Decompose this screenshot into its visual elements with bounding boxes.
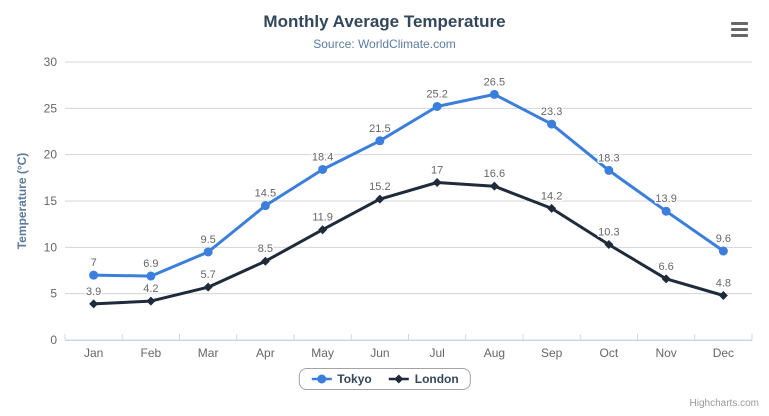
data-label: 16.6	[484, 168, 505, 180]
hamburger-bar	[731, 22, 748, 25]
x-axis-tick-label: Dec	[713, 346, 734, 360]
data-label: 7	[91, 257, 97, 269]
series-london[interactable]: 3.9 4.2 5.7 8.5 11.9 15.2 17 16.6 14.2 10.3 6.6 4.8	[84, 163, 733, 309]
legend-item-london[interactable]: London	[388, 372, 459, 386]
y-axis-tick-label: 0	[50, 333, 57, 347]
data-point-marker[interactable]	[604, 240, 614, 250]
chart-title: Monthly Average Temperature	[263, 12, 506, 31]
data-point-marker[interactable]	[375, 194, 385, 204]
data-point-marker[interactable]	[375, 136, 385, 146]
data-point-marker[interactable]	[318, 164, 328, 174]
data-label: 6.9	[143, 258, 158, 270]
x-axis-tick-label: Jan	[84, 346, 103, 360]
y-axis-tick-label: 10	[44, 240, 58, 254]
data-label: 25.2	[426, 88, 447, 100]
data-label: 9.6	[716, 233, 731, 245]
data-point-marker[interactable]	[260, 201, 270, 211]
data-point-marker[interactable]	[718, 246, 728, 256]
data-label: 5.7	[200, 269, 215, 281]
data-point-marker[interactable]	[203, 247, 213, 257]
data-label: 13.9	[655, 193, 676, 205]
hamburger-bar	[731, 34, 748, 37]
data-label: 18.3	[598, 152, 619, 164]
y-axis-tick-label: 30	[44, 55, 58, 69]
data-point-marker[interactable]	[489, 89, 499, 99]
y-axis-tick-label: 15	[44, 194, 58, 208]
data-label: 23.3	[541, 106, 562, 118]
data-label: 10.3	[598, 227, 619, 239]
x-axis-tick-label: Sep	[541, 346, 563, 360]
data-point-marker[interactable]	[432, 177, 442, 187]
data-label: 18.4	[312, 151, 333, 163]
data-point-marker[interactable]	[489, 181, 499, 191]
chart-subtitle: Source: WorldClimate.com	[313, 37, 456, 51]
data-point-marker[interactable]	[146, 271, 156, 281]
diamond-marker-icon	[388, 374, 409, 384]
data-label: 15.2	[369, 181, 390, 193]
data-label: 14.5	[255, 188, 276, 200]
data-point-marker[interactable]	[260, 256, 270, 266]
legend-item-tokyo[interactable]: Tokyo	[310, 372, 372, 386]
data-label: 8.5	[258, 243, 273, 255]
x-axis-tick-label: May	[311, 346, 334, 360]
data-point-marker[interactable]	[547, 203, 557, 213]
data-point-marker[interactable]	[718, 291, 728, 301]
data-point-marker[interactable]	[89, 299, 99, 309]
data-point-marker[interactable]	[661, 206, 671, 216]
x-axis-tick-label: Oct	[600, 346, 619, 360]
x-axis-tick-label: Jun	[370, 346, 389, 360]
data-point-marker[interactable]	[89, 270, 99, 280]
legend-label: London	[414, 372, 459, 386]
y-axis-tick-label: 20	[44, 148, 58, 162]
y-axis-tick-label: 25	[44, 101, 58, 115]
data-label: 21.5	[369, 123, 390, 135]
hamburger-bar	[731, 28, 748, 31]
y-axis-tick-label: 5	[50, 287, 57, 301]
data-label: 4.2	[143, 283, 158, 295]
circle-marker-icon	[311, 374, 332, 384]
x-axis-tick-label: Aug	[484, 346, 505, 360]
data-point-marker[interactable]	[432, 101, 442, 111]
x-axis-tick-label: Feb	[141, 346, 162, 360]
data-label: 14.2	[541, 190, 562, 202]
hamburger-menu-icon[interactable]	[731, 22, 748, 37]
data-label: 11.9	[312, 212, 333, 224]
data-point-marker[interactable]	[661, 274, 671, 284]
data-label: 26.5	[484, 76, 505, 88]
data-label: 3.9	[86, 286, 101, 298]
data-label: 6.6	[658, 261, 673, 273]
data-point-marker[interactable]	[318, 225, 328, 235]
data-label: 4.8	[716, 278, 731, 290]
data-label: 17	[431, 164, 443, 176]
legend: Tokyo London	[298, 368, 471, 390]
x-axis-tick-label: Jul	[429, 346, 444, 360]
data-point-marker[interactable]	[203, 282, 213, 292]
x-axis-tick-label: Apr	[256, 346, 275, 360]
x-axis-tick-label: Mar	[198, 346, 219, 360]
y-axis-labels: 0 5 10 15 20 25 30	[44, 55, 58, 347]
series-tokyo[interactable]: 7 6.9 9.5 14.5 18.4 21.5 25.2 26.5 23.3 18.3 13.9 9…	[89, 75, 733, 281]
data-label: 9.5	[200, 234, 215, 246]
x-axis-tick-label: Nov	[655, 346, 676, 360]
x-axis: Jan Feb Mar Apr May Jun Jul Aug Sep Oct Nov Dec	[64, 334, 753, 360]
data-point-marker[interactable]	[547, 119, 557, 129]
credits-link[interactable]: Highcharts.com	[689, 398, 759, 409]
legend-label: Tokyo	[337, 372, 372, 386]
data-point-marker[interactable]	[604, 165, 614, 175]
data-point-marker[interactable]	[146, 296, 156, 306]
